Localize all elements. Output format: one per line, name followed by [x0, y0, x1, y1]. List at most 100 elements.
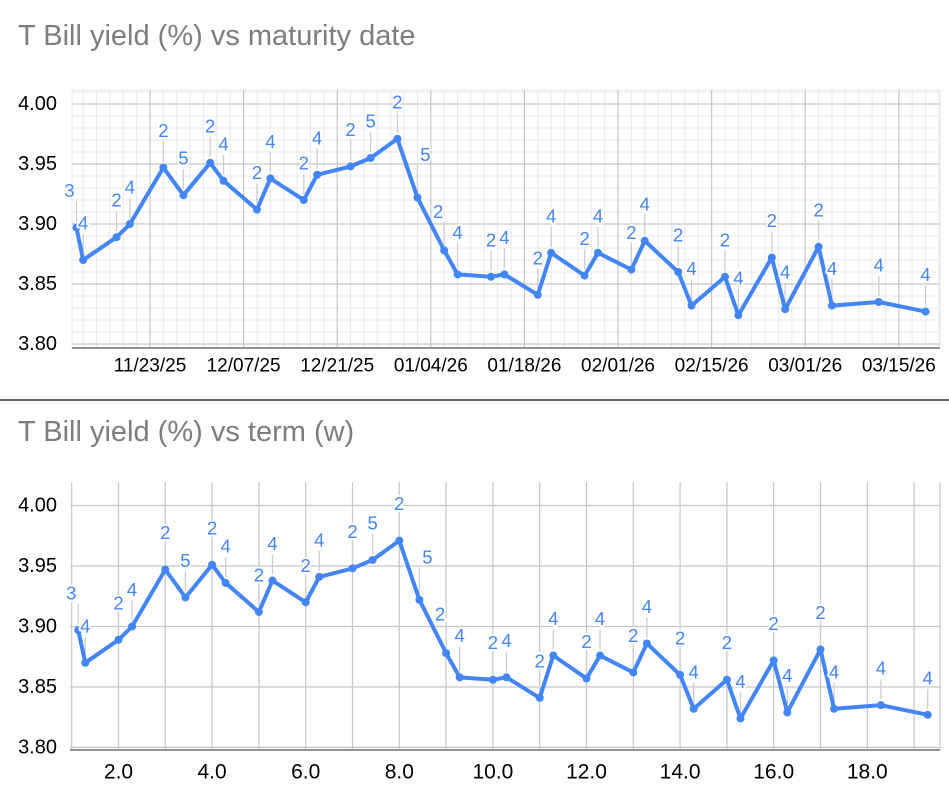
data-point-label: 2	[581, 631, 591, 652]
x-tick-label: 18.0	[847, 761, 888, 784]
data-point-marker	[206, 158, 215, 167]
data-point-marker	[208, 560, 217, 569]
data-point-marker	[923, 710, 932, 719]
data-point-label: 4	[733, 268, 743, 289]
data-point-label: 5	[178, 148, 188, 169]
data-point-marker	[393, 134, 402, 143]
data-point-label: 2	[769, 613, 779, 634]
data-point-marker	[734, 311, 743, 320]
data-point-marker	[596, 651, 605, 660]
x-tick-label: 03/15/26	[862, 356, 936, 377]
data-point-label: 2	[254, 564, 264, 585]
data-point-label: 4	[876, 658, 886, 679]
data-point-label: 4	[80, 615, 90, 636]
x-tick-label: 12/21/25	[300, 356, 374, 377]
data-point-marker	[500, 270, 509, 279]
data-point-marker	[395, 536, 404, 545]
x-tick-label: 6.0	[291, 761, 320, 784]
data-point-label: 2	[675, 627, 685, 648]
data-point-label: 4	[782, 665, 792, 686]
y-tick-label: 4.00	[18, 93, 57, 115]
data-point-marker	[533, 290, 542, 299]
data-point-label: 4	[780, 262, 790, 283]
data-point-marker	[769, 656, 778, 665]
data-point-marker	[767, 253, 776, 262]
data-point-marker	[674, 268, 683, 276]
data-point-marker	[627, 265, 636, 274]
data-point-marker	[593, 248, 602, 257]
data-point-label: 4	[312, 127, 322, 148]
data-point-marker	[722, 675, 731, 684]
data-point-marker	[442, 649, 451, 658]
data-point-marker	[642, 639, 651, 648]
data-point-label: 2	[673, 225, 683, 246]
data-point-marker	[827, 301, 836, 310]
data-point-marker	[781, 305, 790, 314]
data-point-marker	[315, 572, 324, 581]
x-tick-label: 2.0	[104, 761, 133, 784]
data-point-marker	[783, 708, 792, 717]
y-tick-label: 3.85	[18, 676, 57, 698]
data-point-label: 4	[267, 533, 277, 554]
x-tick-label: 14.0	[660, 761, 701, 784]
data-point-marker	[301, 598, 310, 607]
data-point-label: 3	[66, 583, 76, 604]
data-point-label: 4	[593, 205, 603, 226]
data-point-marker	[366, 154, 375, 162]
data-point-label: 4	[642, 596, 652, 617]
data-point-label: 2	[579, 228, 589, 249]
label-leader-lines	[75, 112, 927, 310]
y-tick-label: 3.90	[18, 213, 57, 235]
data-point-marker	[816, 645, 825, 654]
data-point-marker	[313, 170, 322, 179]
data-point-marker	[921, 307, 930, 316]
data-point-marker	[368, 555, 377, 564]
data-point-label: 3	[64, 180, 74, 201]
section-divider	[0, 399, 949, 401]
data-point-label: 2	[535, 650, 545, 671]
data-point-label: 4	[501, 630, 511, 651]
data-point-label: 2	[722, 632, 732, 653]
data-point-marker	[502, 673, 511, 682]
data-point-label: 4	[314, 529, 324, 550]
data-point-marker	[79, 256, 88, 264]
data-point-marker	[676, 670, 685, 679]
data-point-marker	[580, 271, 589, 280]
series-line	[74, 136, 928, 318]
data-point-label: 4	[127, 579, 137, 600]
data-point-label: 4	[499, 227, 509, 248]
chart2-title: T Bill yield (%) vs term (w)	[18, 416, 355, 448]
data-point-label: 4	[125, 177, 135, 198]
data-point-markers	[74, 536, 932, 723]
data-point-marker	[830, 704, 839, 713]
x-tick-label: 02/15/26	[675, 356, 749, 377]
data-point-label: 4	[920, 264, 930, 285]
data-point-label: 2	[111, 190, 121, 211]
data-point-marker	[125, 220, 134, 228]
data-point-label: 2	[392, 91, 402, 112]
y-tick-label: 3.95	[18, 153, 57, 175]
data-point-label: 2	[158, 120, 168, 141]
data-point-label: 5	[422, 546, 432, 567]
data-point-label: 2	[345, 119, 355, 140]
data-point-marker	[720, 272, 729, 281]
y-tick-label: 3.95	[18, 555, 57, 577]
data-point-label: 2	[720, 229, 730, 250]
data-point-label: 4	[874, 255, 884, 276]
data-point-label: 2	[488, 632, 498, 653]
data-point-marker	[348, 564, 357, 573]
x-tick-label: 02/01/26	[581, 356, 655, 377]
data-point-label: 4	[548, 608, 558, 629]
x-tick-label: 03/01/26	[768, 356, 842, 377]
x-tick-label: 12/07/25	[207, 356, 281, 377]
data-point-label: 2	[299, 153, 309, 174]
data-point-label: 2	[628, 625, 638, 646]
data-point-label: 2	[160, 522, 170, 543]
data-point-marker	[219, 176, 228, 185]
data-point-label: 2	[815, 602, 825, 623]
data-point-marker	[181, 593, 190, 602]
